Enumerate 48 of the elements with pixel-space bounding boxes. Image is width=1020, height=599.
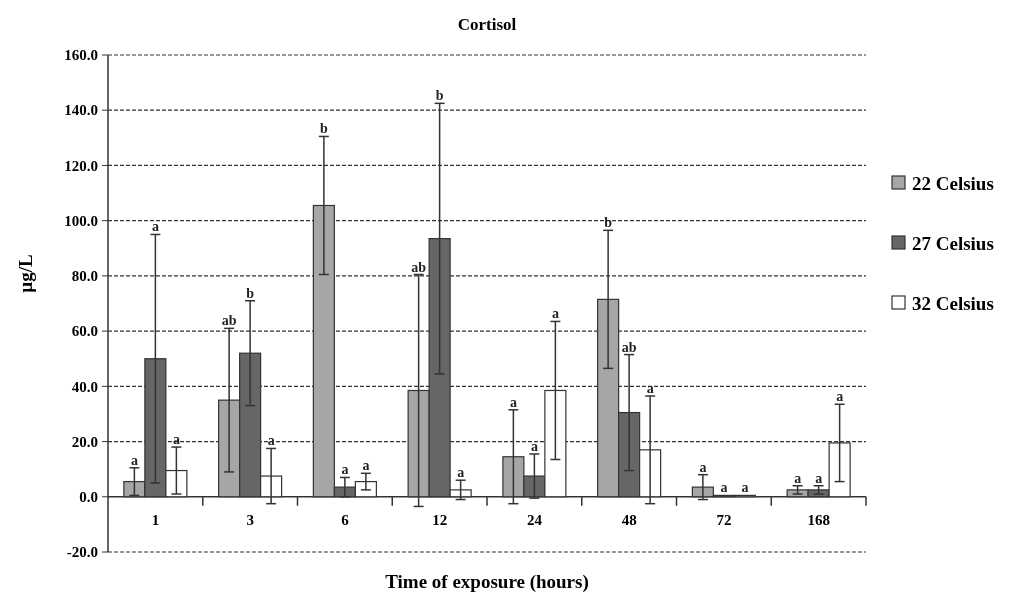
legend-label: 32 Celsius [912,292,994,314]
annotation: a [130,452,138,468]
x-tick-label: 3 [246,511,254,528]
y-tick-label: 140.0 [64,102,98,119]
annotation: a [362,458,370,474]
y-tick-label: 20.0 [71,433,98,450]
annotation: ab [411,259,427,275]
annotation: a [267,433,275,449]
x-tick-label: 6 [341,511,350,528]
annotation: a [815,470,823,486]
x-axis-title: Time of exposure (hours) [385,571,589,593]
annotation: a [646,381,654,396]
annotation: ab [621,339,637,355]
annotation: a [741,480,749,496]
y-tick-label: 0.0 [79,489,98,506]
annotation: ab [221,313,237,329]
x-tick-label: 24 [526,511,543,528]
chart-title: Cortisol [457,15,517,34]
legend-label: 27 Celsius [912,232,994,254]
annotation: a [551,306,559,322]
x-tick-label: 72 [716,511,732,528]
annotation: b [246,285,255,301]
annotation: b [604,215,613,231]
annotation: b [319,121,328,137]
annotation: a [530,438,538,454]
annotation: a [151,219,159,235]
annotation: a [457,465,465,481]
y-tick-label: 40.0 [71,378,98,395]
y-tick-label: 120.0 [64,157,98,174]
y-tick-label: 100.0 [64,212,98,229]
y-tick-label: 60.0 [71,323,98,340]
annotation: a [720,480,728,496]
legend-label: 22 Celsius [912,172,994,194]
y-tick-label: 160.0 [64,47,98,64]
annotation: a [836,389,844,405]
annotation: a [509,394,517,410]
x-tick-label: 168 [807,511,830,528]
annotation: a [699,459,707,475]
y-tick-label: -20.0 [66,544,98,561]
y-axis-title: µg/L [15,254,36,293]
annotation: a [341,462,349,478]
x-tick-label: 1 [151,511,160,528]
annotation: b [435,88,444,104]
x-tick-label: 12 [432,511,448,528]
annotation: a [794,470,802,486]
y-tick-label: 80.0 [71,268,98,285]
annotation: a [172,432,180,448]
x-tick-label: 48 [621,511,637,528]
